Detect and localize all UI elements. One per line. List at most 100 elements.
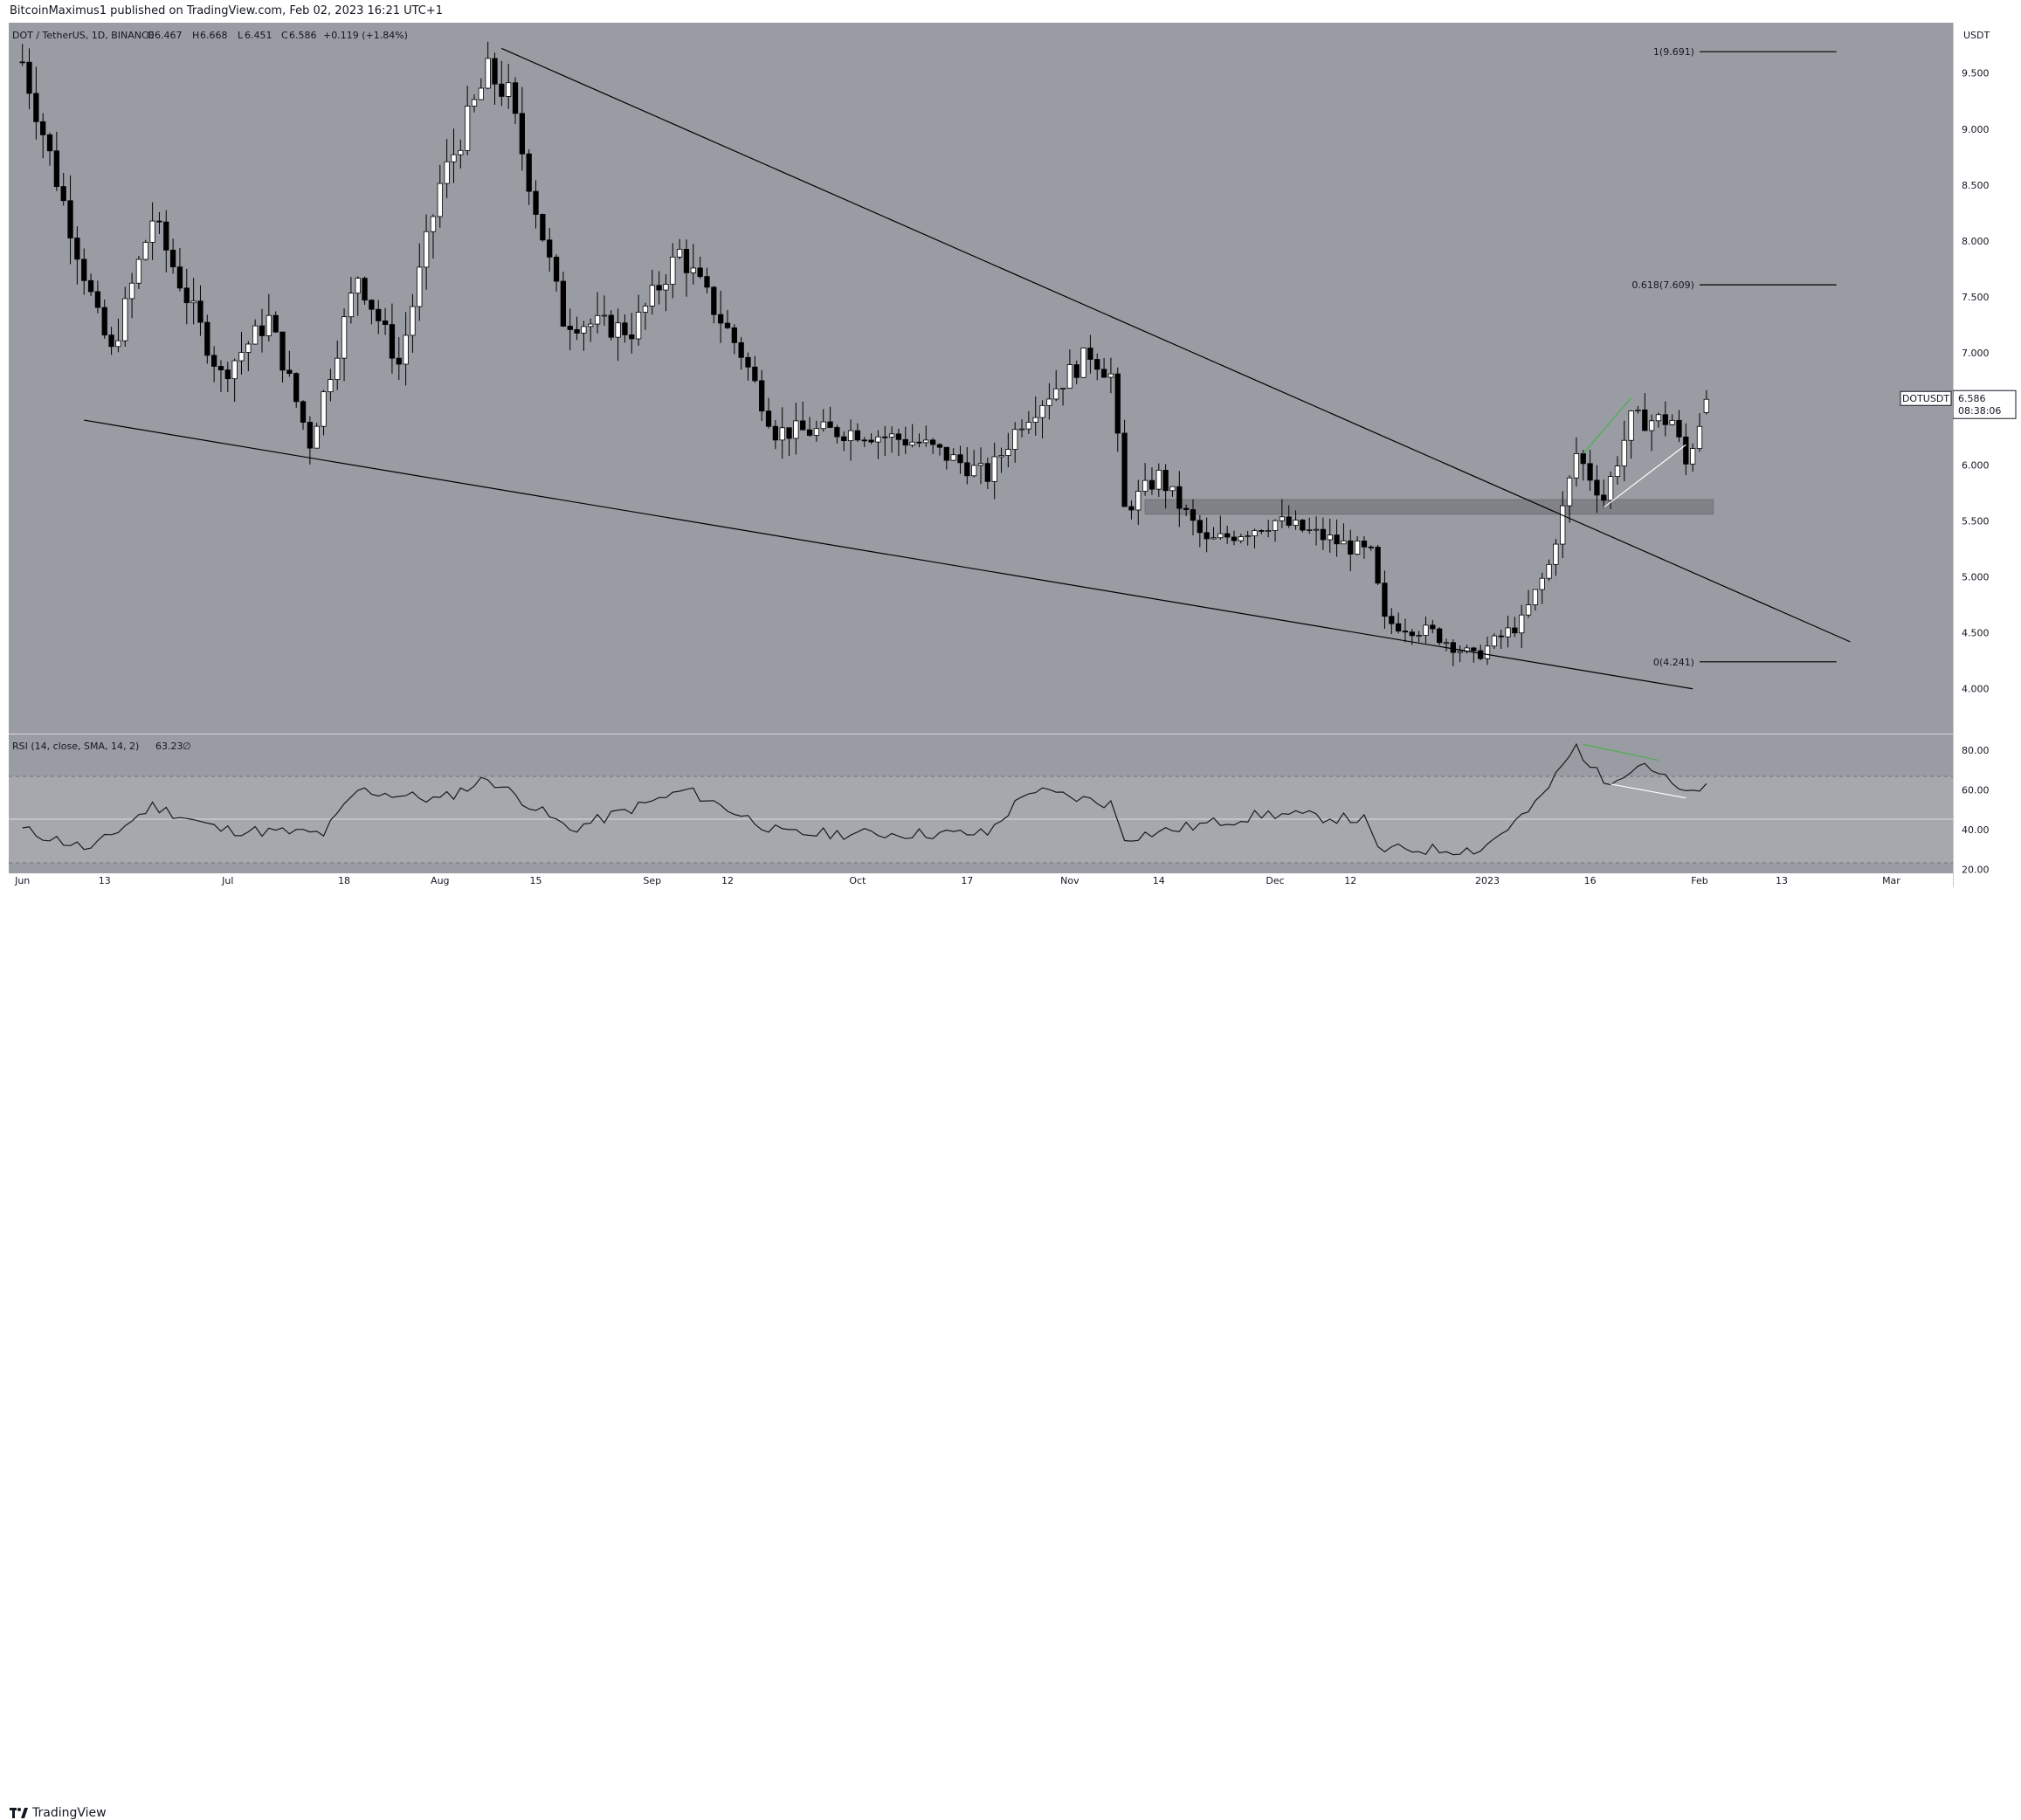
price-tag-symbol: DOTUSDT <box>1900 390 1952 406</box>
candle-body <box>1423 624 1429 636</box>
candle-body <box>820 421 826 430</box>
candle-body <box>1368 546 1374 548</box>
candle-body <box>971 465 977 477</box>
candle-body <box>1320 528 1327 541</box>
candle-body <box>1382 583 1388 617</box>
candle-body <box>430 216 437 232</box>
candle-body <box>752 366 758 382</box>
candle-body <box>779 427 785 441</box>
candle-body <box>1121 432 1128 507</box>
ohlc-high: 6.668 <box>200 30 228 41</box>
chart-area[interactable]: 1(9.691) 0.618(7.609) 0(4.241) Jun 13 Jul 18 A… <box>9 23 1953 887</box>
candle-body <box>60 186 66 202</box>
rsi-tick: 20.00 <box>1962 864 1990 875</box>
candle-body <box>1148 479 1155 490</box>
rsi-tick: 60.00 <box>1962 785 1990 796</box>
candle-body <box>745 356 751 368</box>
candle-body <box>1669 419 1675 425</box>
candle-body <box>1566 477 1573 507</box>
time-axis-label: 14 <box>1153 875 1165 886</box>
support-zone <box>1144 499 1714 515</box>
trendlines <box>84 47 1851 690</box>
candle-body <box>1005 449 1011 456</box>
candle-body <box>854 430 861 441</box>
candle-body <box>382 320 389 326</box>
candle-body <box>437 183 443 217</box>
candle-body <box>396 357 402 365</box>
candle-body <box>567 326 573 330</box>
candle-body <box>1457 651 1463 653</box>
candle-body <box>1190 509 1197 521</box>
candle-body <box>800 420 806 431</box>
candle-body <box>197 300 203 323</box>
price-pane-bg <box>9 23 1953 734</box>
candle-body <box>1430 624 1436 630</box>
tradingview-logo[interactable]: TradingView <box>10 1806 107 1820</box>
price-tag-countdown: 08:38:06 <box>1958 405 2001 417</box>
time-axis-label: Dec <box>1266 875 1284 886</box>
candle-body <box>423 231 430 268</box>
candle-body <box>231 360 238 380</box>
candle-body <box>615 322 621 338</box>
candle-body <box>1018 428 1025 431</box>
candle-body <box>1437 628 1443 644</box>
rsi-tick: 40.00 <box>1962 824 1990 836</box>
candle-body <box>950 454 956 461</box>
time-axis-label: 2023 <box>1475 875 1500 886</box>
candle-body <box>444 161 450 184</box>
time-axis-label: Mar <box>1882 875 1900 886</box>
candle-body <box>252 325 259 345</box>
candle-body <box>1471 647 1477 651</box>
candle-body <box>1443 642 1450 645</box>
candle-body <box>964 462 970 477</box>
candle-body <box>943 446 949 461</box>
price-tick: 6.000 <box>1962 459 1990 471</box>
candles <box>19 41 1709 666</box>
candle-body <box>183 287 190 304</box>
time-axis-label: 12 <box>721 875 734 886</box>
candle-body <box>1238 536 1244 541</box>
candle-body <box>1395 623 1402 631</box>
candle-body <box>1169 486 1176 492</box>
candle-body <box>1142 479 1148 492</box>
candle-body <box>670 256 676 285</box>
candle-body <box>1300 520 1306 531</box>
price-axis[interactable]: USDT 9.5009.0008.5008.0007.5007.0006.500… <box>1952 23 2021 887</box>
candle-body <box>731 327 737 343</box>
price-tick: 7.500 <box>1962 292 1990 303</box>
candle-body <box>403 334 409 365</box>
time-axis-label: Nov <box>1060 875 1079 886</box>
candle-body <box>1348 540 1354 555</box>
candle-body <box>1293 520 1299 526</box>
candle-body <box>786 427 792 439</box>
candle-body <box>895 433 902 440</box>
candle-body <box>923 439 929 444</box>
candle-body <box>1676 419 1682 438</box>
candle-body <box>1525 604 1532 616</box>
candle-body <box>1416 635 1422 637</box>
candle-body <box>94 291 101 308</box>
candle-body <box>19 61 25 64</box>
candle-body <box>293 373 300 403</box>
candle-body <box>108 334 114 348</box>
chart-canvas[interactable]: 1(9.691) 0.618(7.609) 0(4.241) Jun 13 Jul 18 A… <box>9 23 1953 887</box>
ohlc-change: +0.119 (+1.84%) <box>323 30 408 41</box>
candle-body <box>1073 364 1079 378</box>
candle-body <box>245 343 252 353</box>
candle-body <box>1053 388 1059 400</box>
candle-body <box>1217 533 1224 539</box>
candle-body <box>33 93 39 122</box>
candle-body <box>1614 465 1621 478</box>
candle-body <box>355 278 361 294</box>
price-tag-price: 6.586 <box>1958 393 1986 404</box>
candle-body <box>1580 453 1586 465</box>
price-tick: 8.500 <box>1962 180 1990 191</box>
candle-body <box>1224 533 1231 538</box>
candle-body <box>1539 577 1545 590</box>
candle-body <box>410 306 416 336</box>
candle-body <box>492 58 498 85</box>
price-tick: 4.500 <box>1962 628 1990 639</box>
candle-body <box>499 83 505 97</box>
candle-body <box>1375 547 1381 584</box>
trendline <box>501 47 1851 643</box>
